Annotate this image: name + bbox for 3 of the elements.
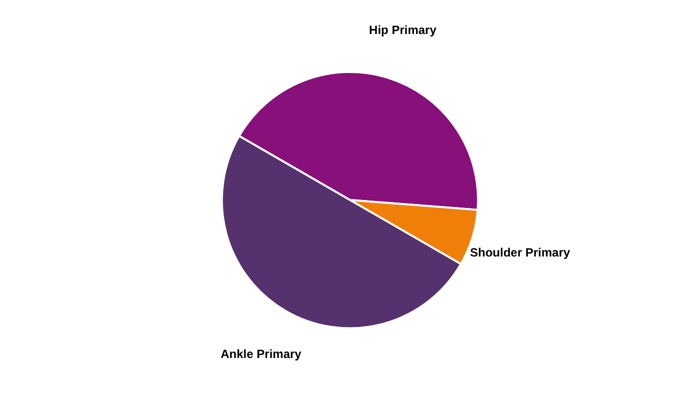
slice-label: Shoulder Primary — [470, 246, 570, 260]
slice-label: Hip Primary — [369, 22, 437, 37]
slice-label: Ankle Primary — [220, 347, 302, 362]
